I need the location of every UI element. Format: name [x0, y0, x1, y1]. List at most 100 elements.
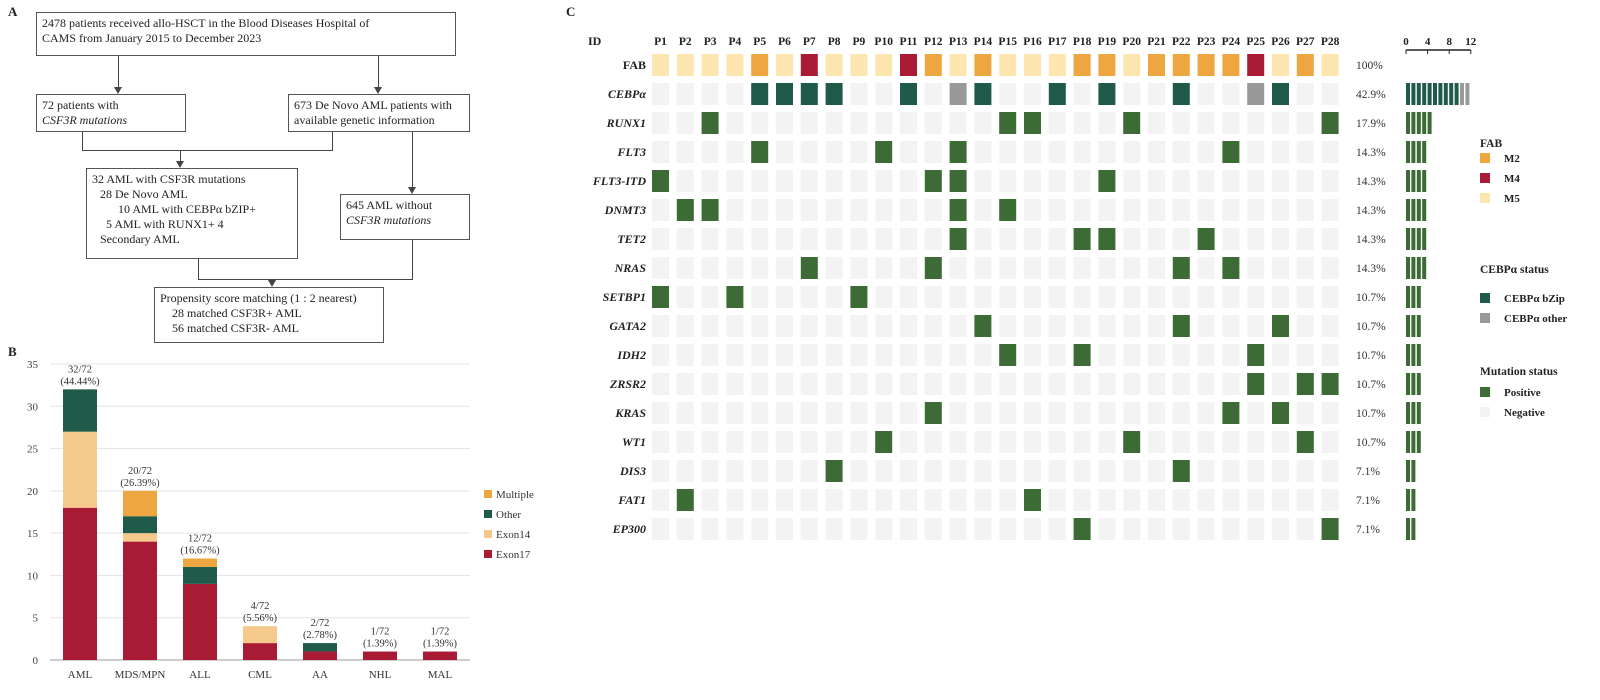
legend-swatch-m5 — [1480, 193, 1490, 203]
count-bar-unit — [1411, 286, 1416, 308]
cell-cebpa — [1048, 83, 1066, 105]
cell-dnmt3 — [999, 199, 1017, 221]
cell-nras — [924, 257, 942, 279]
cell-dis3 — [850, 460, 868, 482]
cell-dis3 — [800, 460, 818, 482]
cell-idh2 — [900, 344, 917, 366]
row-label: FLT3 — [617, 145, 646, 159]
flowchart-text: Propensity score matching (1 : 2 nearest… — [160, 291, 357, 305]
cell-gata2 — [676, 315, 694, 337]
cell-wt1 — [1247, 431, 1265, 453]
cell-ep300 — [1073, 518, 1091, 540]
cell-nras — [800, 257, 818, 279]
cell-setbp1 — [1222, 286, 1240, 308]
row-percent: 14.3% — [1356, 234, 1386, 246]
cell-cebpa — [1321, 83, 1339, 105]
cell-ep300 — [776, 518, 793, 540]
flowchart-box-csf3r: 72 patients with CSF3R mutations — [36, 94, 186, 132]
cell-kras — [751, 402, 769, 424]
count-bar-unit — [1406, 402, 1410, 424]
cell-nras — [1073, 257, 1091, 279]
cell-dnmt3 — [1222, 199, 1240, 221]
bar-data-label: (44.44%) — [60, 376, 100, 387]
cell-ep300 — [1172, 518, 1190, 540]
patient-id-label: P1 — [654, 36, 667, 48]
count-bar-unit — [1422, 228, 1427, 250]
cell-flt3 — [1123, 141, 1141, 163]
legend-swatch-mutation — [1480, 387, 1490, 397]
cell-setbp1 — [900, 286, 917, 308]
cell-fat1 — [1296, 489, 1314, 511]
cell-kras — [850, 402, 868, 424]
cell-flt3-itd — [676, 170, 694, 192]
cell-flt3 — [1172, 141, 1190, 163]
x-tick-label: ALL — [189, 669, 211, 681]
cell-setbp1 — [850, 286, 868, 308]
bar-data-label: (16.67%) — [180, 546, 220, 557]
cell-wt1 — [800, 431, 818, 453]
cell-gata2 — [1296, 315, 1314, 337]
cell-runx1 — [676, 112, 694, 134]
row-label: CEBPα — [608, 87, 646, 101]
cell-gata2 — [652, 315, 669, 337]
bar-segment-exon17 — [243, 643, 277, 660]
patient-id-label: P4 — [729, 36, 742, 48]
patient-id-label: P8 — [828, 36, 841, 48]
bar-segment-multiple — [183, 558, 217, 567]
cell-dis3 — [825, 460, 843, 482]
cell-kras — [726, 402, 744, 424]
mutation-heatmap: ID P1 P2 P3 P4 P5 P6 P7 P8 P9 P10 P11 P12 P13 P14 P15 P1… — [588, 34, 1567, 540]
x-tick-label: AML — [68, 669, 93, 681]
panel-b-label: B — [8, 344, 17, 359]
cell-flt3 — [1321, 141, 1339, 163]
cell-flt3-itd — [1123, 170, 1141, 192]
cell-setbp1 — [949, 286, 967, 308]
cell-fab — [974, 54, 992, 76]
cell-cebpa — [1148, 83, 1165, 105]
cell-ep300 — [974, 518, 992, 540]
cell-dnmt3 — [1321, 199, 1339, 221]
cell-fab — [726, 54, 744, 76]
cell-flt3-itd — [825, 170, 843, 192]
legend-label: Multiple — [496, 489, 534, 501]
row-label: FAT1 — [617, 493, 646, 507]
cell-flt3 — [825, 141, 843, 163]
patient-id-label: P23 — [1197, 36, 1216, 48]
cell-ep300 — [1048, 518, 1066, 540]
cell-fat1 — [875, 489, 893, 511]
cell-setbp1 — [1197, 286, 1215, 308]
flowchart-box-aml-csf3r: 32 AML with CSF3R mutations 28 De Novo A… — [86, 168, 298, 259]
cell-ep300 — [999, 518, 1017, 540]
cell-flt3 — [1024, 141, 1041, 163]
flowchart-box-aml-no-csf3r: 645 AML without CSF3R mutations — [340, 194, 470, 240]
cell-gata2 — [776, 315, 793, 337]
cell-fab — [949, 54, 967, 76]
cell-tet2 — [949, 228, 967, 250]
cell-runx1 — [974, 112, 992, 134]
count-bar-unit — [1416, 228, 1421, 250]
cell-fab — [924, 54, 942, 76]
legend-swatch-exon17 — [484, 550, 492, 558]
cell-fat1 — [751, 489, 769, 511]
cell-cebpa — [850, 83, 868, 105]
cell-fat1 — [776, 489, 793, 511]
cell-fab — [1197, 54, 1215, 76]
cell-flt3 — [924, 141, 942, 163]
cell-kras — [1024, 402, 1041, 424]
cell-nras — [776, 257, 793, 279]
flowchart-connector — [412, 132, 413, 188]
cell-dnmt3 — [1247, 199, 1265, 221]
cell-flt3-itd — [949, 170, 967, 192]
cell-kras — [1321, 402, 1339, 424]
cell-fab — [825, 54, 843, 76]
cell-tet2 — [726, 228, 744, 250]
cell-wt1 — [924, 431, 942, 453]
cell-gata2 — [751, 315, 769, 337]
count-bar-unit — [1406, 489, 1410, 511]
cell-fat1 — [974, 489, 992, 511]
cell-wt1 — [652, 431, 669, 453]
count-bar-unit — [1416, 199, 1421, 221]
cell-flt3-itd — [974, 170, 992, 192]
cell-dnmt3 — [676, 199, 694, 221]
cell-fat1 — [1272, 489, 1289, 511]
